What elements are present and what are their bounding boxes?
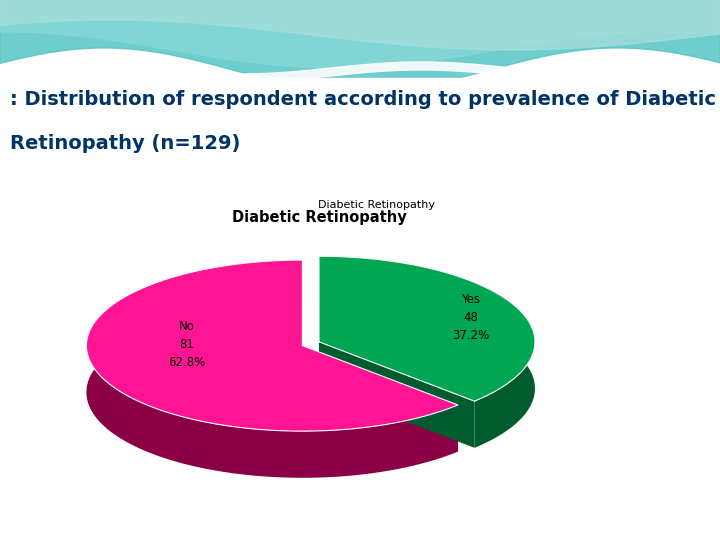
Polygon shape [86,260,458,478]
Text: No
81
62.8%: No 81 62.8% [168,320,205,369]
Polygon shape [86,260,458,431]
Polygon shape [319,256,535,401]
Text: Diabetic Retinopathy: Diabetic Retinopathy [232,210,406,225]
Text: Retinopathy (n=129): Retinopathy (n=129) [10,134,240,153]
Polygon shape [302,346,458,451]
Polygon shape [319,256,535,448]
Polygon shape [319,342,474,448]
Text: : Distribution of respondent according to prevalence of Diabetic: : Distribution of respondent according t… [10,90,716,109]
Text: Diabetic Retinopathy: Diabetic Retinopathy [318,200,435,210]
Text: Yes
48
37.2%: Yes 48 37.2% [452,293,490,342]
